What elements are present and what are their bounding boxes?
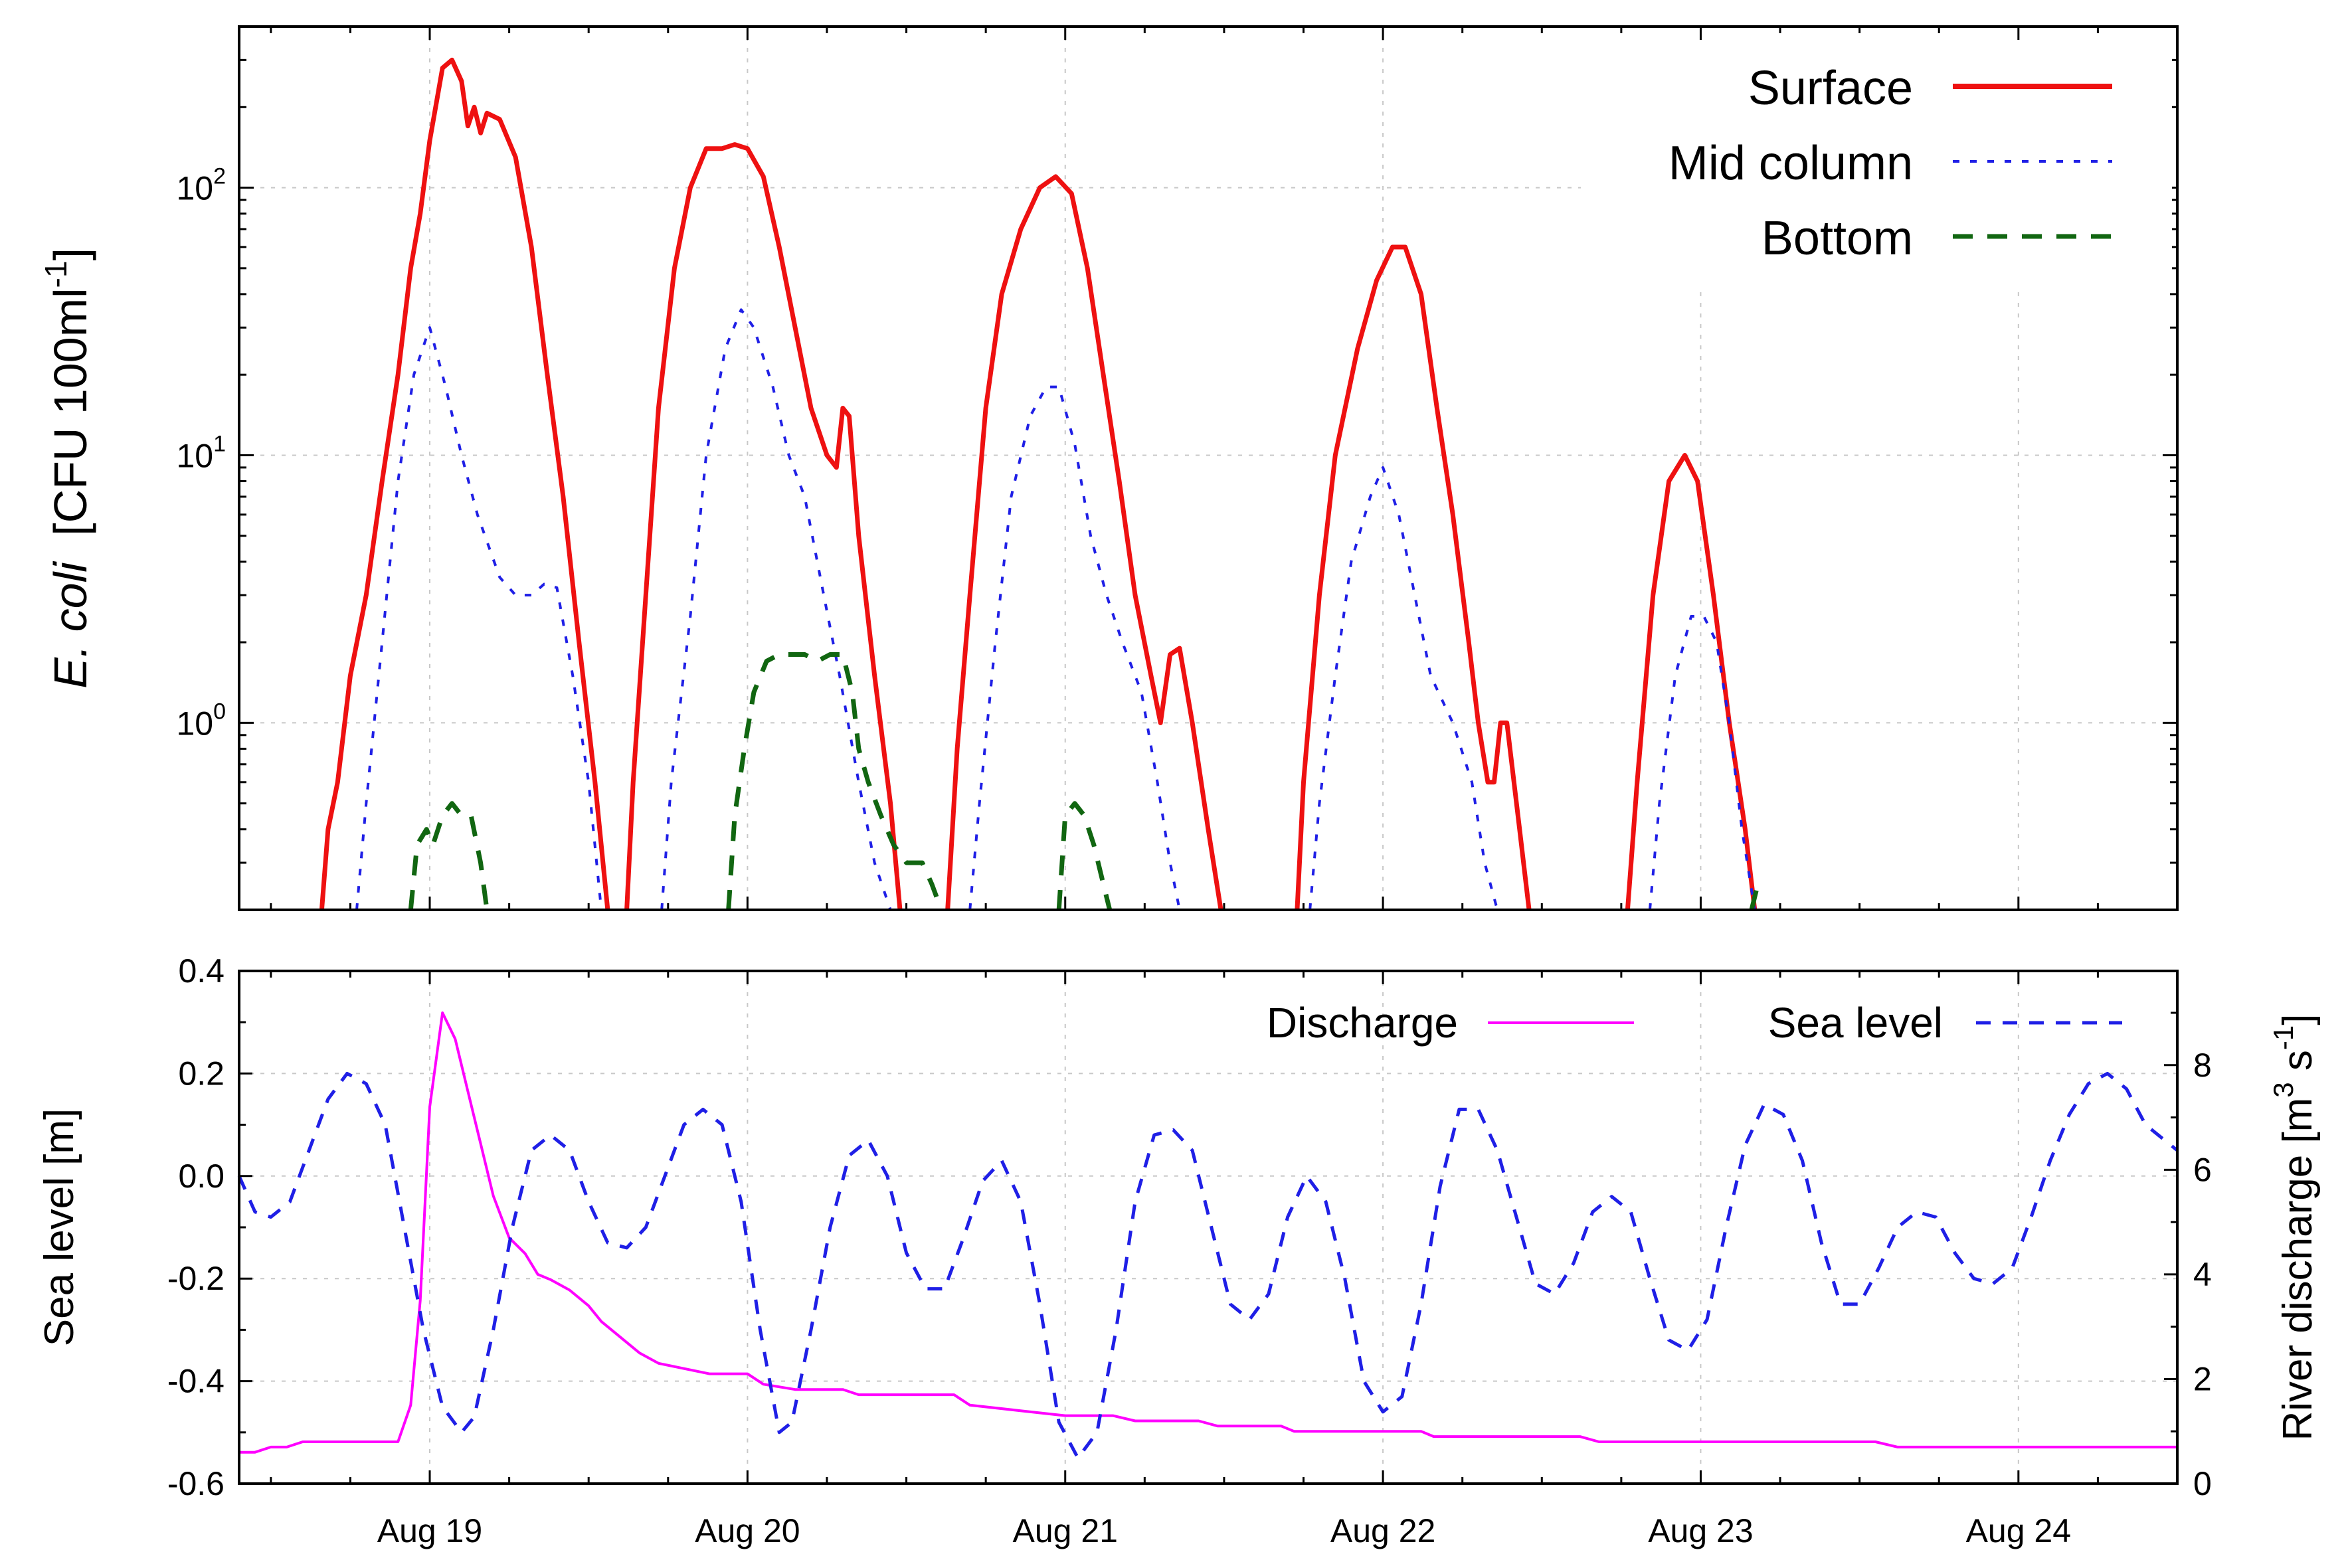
bottom-y-tick-label: -0.2	[167, 1260, 225, 1297]
bottom-y-tick-label: -0.4	[167, 1363, 225, 1400]
top-y-axis-label-species: E. coli	[45, 561, 96, 689]
bottom-y-tick-label: -0.6	[167, 1465, 225, 1502]
svg-text:E. coli [CFU 100ml-1]: E. coli [CFU 100ml-1]	[39, 248, 96, 689]
series-line-surface	[945, 174, 1223, 911]
bottom-x-tick-label: Aug 24	[1966, 1512, 2071, 1549]
bottom-y2-tick-label: 4	[2193, 1256, 2212, 1293]
series-line-bottom	[1749, 883, 1760, 911]
bottom-legend: Discharge Sea level	[1267, 999, 2122, 1047]
bottom-y-tick-label: 0.0	[178, 1158, 225, 1195]
legend-mid-column-label: Mid column	[1669, 137, 1913, 190]
bottom-series	[237, 1011, 2179, 1460]
bottom-x-tick-label: Aug 22	[1330, 1512, 1435, 1549]
bottom-grid	[239, 971, 2177, 1484]
bottom-y2-axis-label: River discharge [m3 s-1]	[2268, 1013, 2321, 1440]
top-y-tick-label: 100	[176, 699, 226, 742]
top-y-axis-label-exp: -1	[39, 261, 73, 288]
bottom-x-ticks: Aug 19 Aug 20 Aug 21 Aug 22 Aug 23 Aug 24	[270, 971, 2179, 1549]
top-y-axis-label: E. coli [CFU 100ml-1]	[39, 248, 96, 689]
series-line-bottom	[408, 801, 490, 911]
bottom-y2-ticks: 0 2 4 6 8	[2164, 1011, 2212, 1502]
top-y-axis-label-units: [CFU 100ml	[45, 288, 96, 535]
top-y-axis-label-close: ]	[45, 248, 96, 260]
bottom-x-tick-label: Aug 23	[1648, 1512, 1753, 1549]
bottom-y2-axis-label-exp3: 3	[2268, 1082, 2299, 1097]
bottom-y2-tick-label: 0	[2193, 1465, 2212, 1502]
legend-sea-level-label: Sea level	[1768, 999, 1943, 1047]
top-y-tick-label: 101	[176, 431, 226, 474]
top-series	[319, 57, 1760, 911]
series-line-surface	[1295, 244, 1532, 911]
bottom-y-ticks: -0.6 -0.4 -0.2 0.0 0.2 0.4	[167, 952, 252, 1502]
series-line-surface	[319, 57, 610, 911]
top-grid	[239, 27, 2177, 910]
bottom-x-tick-label: Aug 19	[377, 1512, 482, 1549]
bottom-y2-tick-label: 2	[2193, 1360, 2212, 1397]
top-legend-background	[1581, 40, 2172, 292]
bottom-y2-tick-label: 8	[2193, 1047, 2212, 1084]
series-line-mid-column	[1309, 466, 1499, 911]
bottom-y2-axis-label-exp: -1	[2268, 1025, 2299, 1050]
series-line-sea-level	[237, 1071, 2179, 1460]
series-line-mid-column	[1648, 615, 1756, 911]
series-line-surface	[624, 142, 903, 911]
bottom-y2-tick-label: 6	[2193, 1151, 2212, 1188]
series-line-mid-column	[660, 308, 892, 911]
bottom-plot-frame	[238, 970, 2179, 1485]
bottom-x-tick-label: Aug 21	[1012, 1512, 1117, 1549]
series-line-mid-column	[355, 326, 603, 911]
legend-surface-label: Surface	[1748, 62, 1913, 115]
top-legend: Surface Mid column Bottom	[1581, 40, 2172, 292]
bottom-y2-axis-label-main: River discharge [m	[2275, 1098, 2321, 1441]
bottom-y2-axis-label-close: ]	[2275, 1013, 2321, 1025]
series-line-mid-column	[968, 385, 1181, 911]
series-line-discharge	[239, 1011, 2177, 1454]
bottom-y-tick-label: 0.4	[178, 952, 225, 990]
bottom-y-axis-label: Sea level [m]	[37, 1108, 82, 1346]
legend-bottom-label: Bottom	[1761, 212, 1913, 265]
legend-discharge-label: Discharge	[1267, 999, 1458, 1047]
series-line-bottom	[726, 652, 944, 911]
series-line-surface	[1625, 453, 1758, 911]
bottom-x-tick-label: Aug 20	[695, 1512, 800, 1549]
bottom-y2-axis-label-mid: s	[2275, 1050, 2321, 1082]
svg-text:River discharge [m3 s-1]: River discharge [m3 s-1]	[2268, 1013, 2321, 1440]
top-x-ticks	[270, 27, 2179, 910]
bottom-y-tick-label: 0.2	[178, 1055, 225, 1092]
top-y-tick-label: 102	[176, 164, 226, 207]
series-line-bottom	[1056, 801, 1113, 911]
